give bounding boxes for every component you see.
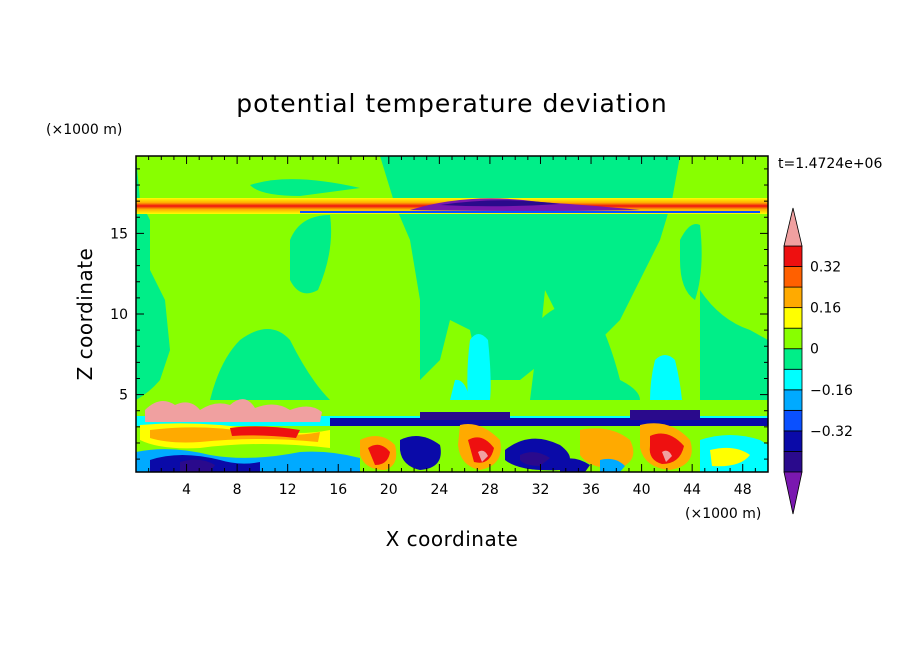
x-tick-label: 36: [582, 482, 600, 498]
y-unit-label: (×1000 m): [46, 122, 122, 138]
colorbar-bin: [783, 430, 803, 452]
x-unit-label: (×1000 m): [685, 506, 761, 522]
colorbar-label: 0.32: [810, 260, 841, 276]
colorbar-bin: [783, 307, 803, 329]
colorbar-bin: [783, 245, 803, 267]
plot-area: [136, 156, 768, 472]
x-tick-label: 32: [532, 482, 550, 498]
y-tick-label: 5: [119, 388, 128, 404]
colorbar-bottom-arrow: [783, 471, 803, 515]
colorbar-bin: [783, 368, 803, 391]
y-tick-label: 15: [110, 226, 128, 242]
field-boundary-layer: [136, 399, 768, 472]
x-tick-label: 48: [734, 482, 752, 498]
time-label: t=1.4724e+06: [778, 156, 882, 172]
x-tick-label: 4: [182, 482, 191, 498]
chart-title: potential temperature deviation: [236, 89, 667, 118]
colorbar-label: 0.16: [810, 301, 841, 317]
x-tick-label: 28: [481, 482, 499, 498]
colorbar-label: −0.32: [810, 424, 853, 440]
colorbar-bin: [783, 266, 803, 288]
x-tick-label: 44: [683, 482, 701, 498]
y-axis-label: Z coordinate: [73, 248, 97, 381]
colorbar-bin: [783, 348, 803, 370]
colorbar: 0.32 0.16 0 −0.16 −0.32: [783, 207, 853, 515]
x-tick-label: 24: [430, 482, 448, 498]
colorbar-top-arrow: [783, 207, 803, 247]
colorbar-bin: [783, 327, 803, 350]
colorbar-label: −0.16: [810, 383, 853, 399]
x-tick-label: 40: [633, 482, 651, 498]
y-tick-label: 10: [110, 307, 128, 323]
colorbar-bin: [783, 451, 803, 473]
x-tick-label: 12: [279, 482, 297, 498]
x-axis-label: X coordinate: [386, 527, 519, 551]
colorbar-bin: [783, 409, 803, 432]
colorbar-bin: [783, 389, 803, 411]
colorbar-label: 0: [810, 342, 819, 358]
x-tick-label: 8: [233, 482, 242, 498]
colorbar-bin: [783, 286, 803, 309]
x-tick-label: 16: [329, 482, 347, 498]
field-cyan-plumes: [450, 334, 682, 400]
x-tick-label: 20: [380, 482, 398, 498]
